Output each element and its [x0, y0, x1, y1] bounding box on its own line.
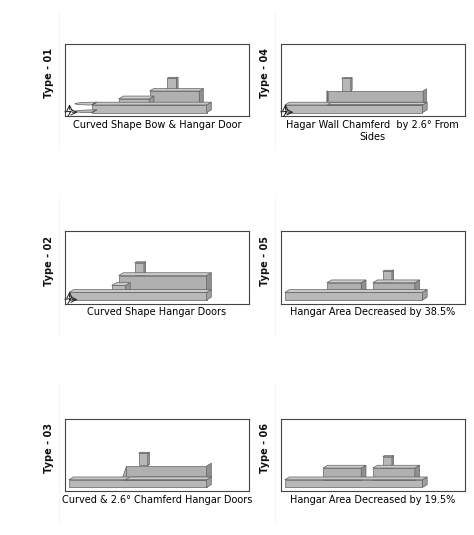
Polygon shape	[126, 466, 207, 480]
Polygon shape	[150, 91, 199, 105]
Polygon shape	[126, 282, 130, 292]
Text: Type - 03: Type - 03	[44, 423, 54, 473]
Polygon shape	[285, 289, 427, 292]
Polygon shape	[148, 452, 149, 465]
Polygon shape	[415, 280, 419, 292]
Polygon shape	[361, 280, 366, 292]
Polygon shape	[144, 262, 146, 275]
Polygon shape	[323, 465, 366, 468]
Polygon shape	[126, 477, 211, 480]
Polygon shape	[342, 78, 351, 90]
Polygon shape	[135, 263, 144, 275]
Polygon shape	[285, 480, 422, 487]
Polygon shape	[150, 89, 203, 91]
Polygon shape	[327, 91, 328, 105]
Polygon shape	[392, 455, 393, 468]
Polygon shape	[422, 102, 427, 112]
Polygon shape	[285, 102, 427, 105]
Text: Hangar Area Decreased by 38.5%: Hangar Area Decreased by 38.5%	[290, 308, 456, 317]
Polygon shape	[373, 280, 419, 282]
Polygon shape	[207, 463, 211, 480]
Polygon shape	[118, 99, 149, 105]
Polygon shape	[373, 282, 415, 292]
Polygon shape	[383, 456, 392, 468]
Polygon shape	[207, 102, 211, 112]
Polygon shape	[69, 289, 211, 292]
Polygon shape	[69, 480, 207, 487]
Polygon shape	[135, 262, 146, 263]
Polygon shape	[422, 289, 427, 300]
Polygon shape	[118, 273, 211, 276]
Text: Type - 05: Type - 05	[260, 235, 270, 286]
Text: Curved & 2.6° Chamferd Hangar Doors: Curved & 2.6° Chamferd Hangar Doors	[62, 495, 252, 505]
Polygon shape	[323, 468, 361, 480]
Polygon shape	[383, 455, 393, 456]
Polygon shape	[69, 292, 207, 300]
Text: Curved Shape Hangar Doors: Curved Shape Hangar Doors	[87, 308, 227, 317]
Polygon shape	[423, 89, 427, 104]
Polygon shape	[327, 282, 361, 292]
Polygon shape	[75, 102, 97, 105]
Polygon shape	[92, 102, 211, 105]
Polygon shape	[167, 78, 176, 90]
Polygon shape	[373, 468, 415, 480]
Polygon shape	[92, 105, 207, 112]
Polygon shape	[118, 276, 207, 292]
Polygon shape	[176, 77, 178, 90]
Polygon shape	[361, 465, 366, 480]
Polygon shape	[383, 270, 393, 271]
Polygon shape	[422, 477, 427, 487]
Text: Type - 04: Type - 04	[260, 48, 270, 98]
Polygon shape	[121, 466, 126, 480]
Polygon shape	[118, 96, 154, 99]
Polygon shape	[138, 453, 148, 465]
Polygon shape	[328, 91, 423, 104]
Polygon shape	[199, 89, 203, 105]
Polygon shape	[207, 477, 211, 487]
Polygon shape	[75, 110, 97, 112]
Text: Type - 06: Type - 06	[260, 423, 270, 473]
Text: Type - 02: Type - 02	[44, 235, 54, 286]
Polygon shape	[328, 103, 427, 104]
Polygon shape	[138, 452, 149, 453]
Polygon shape	[415, 465, 419, 480]
Polygon shape	[383, 271, 392, 282]
Polygon shape	[167, 77, 178, 78]
Polygon shape	[327, 280, 366, 282]
Polygon shape	[69, 477, 211, 480]
Polygon shape	[112, 286, 126, 292]
Polygon shape	[285, 292, 422, 300]
Polygon shape	[392, 270, 393, 282]
Text: Curved Shape Bow & Hangar Door: Curved Shape Bow & Hangar Door	[73, 120, 241, 130]
Polygon shape	[351, 78, 352, 90]
Text: Hagar Wall Chamferd  by 2.6° From
Sides: Hagar Wall Chamferd by 2.6° From Sides	[286, 120, 459, 142]
Polygon shape	[285, 105, 422, 112]
Polygon shape	[285, 477, 427, 480]
Polygon shape	[207, 289, 211, 300]
Polygon shape	[373, 465, 419, 468]
Polygon shape	[149, 96, 154, 105]
Text: Type - 01: Type - 01	[44, 48, 54, 98]
Polygon shape	[112, 282, 130, 286]
Text: Hangar Area Decreased by 19.5%: Hangar Area Decreased by 19.5%	[290, 495, 456, 505]
Polygon shape	[207, 273, 211, 292]
